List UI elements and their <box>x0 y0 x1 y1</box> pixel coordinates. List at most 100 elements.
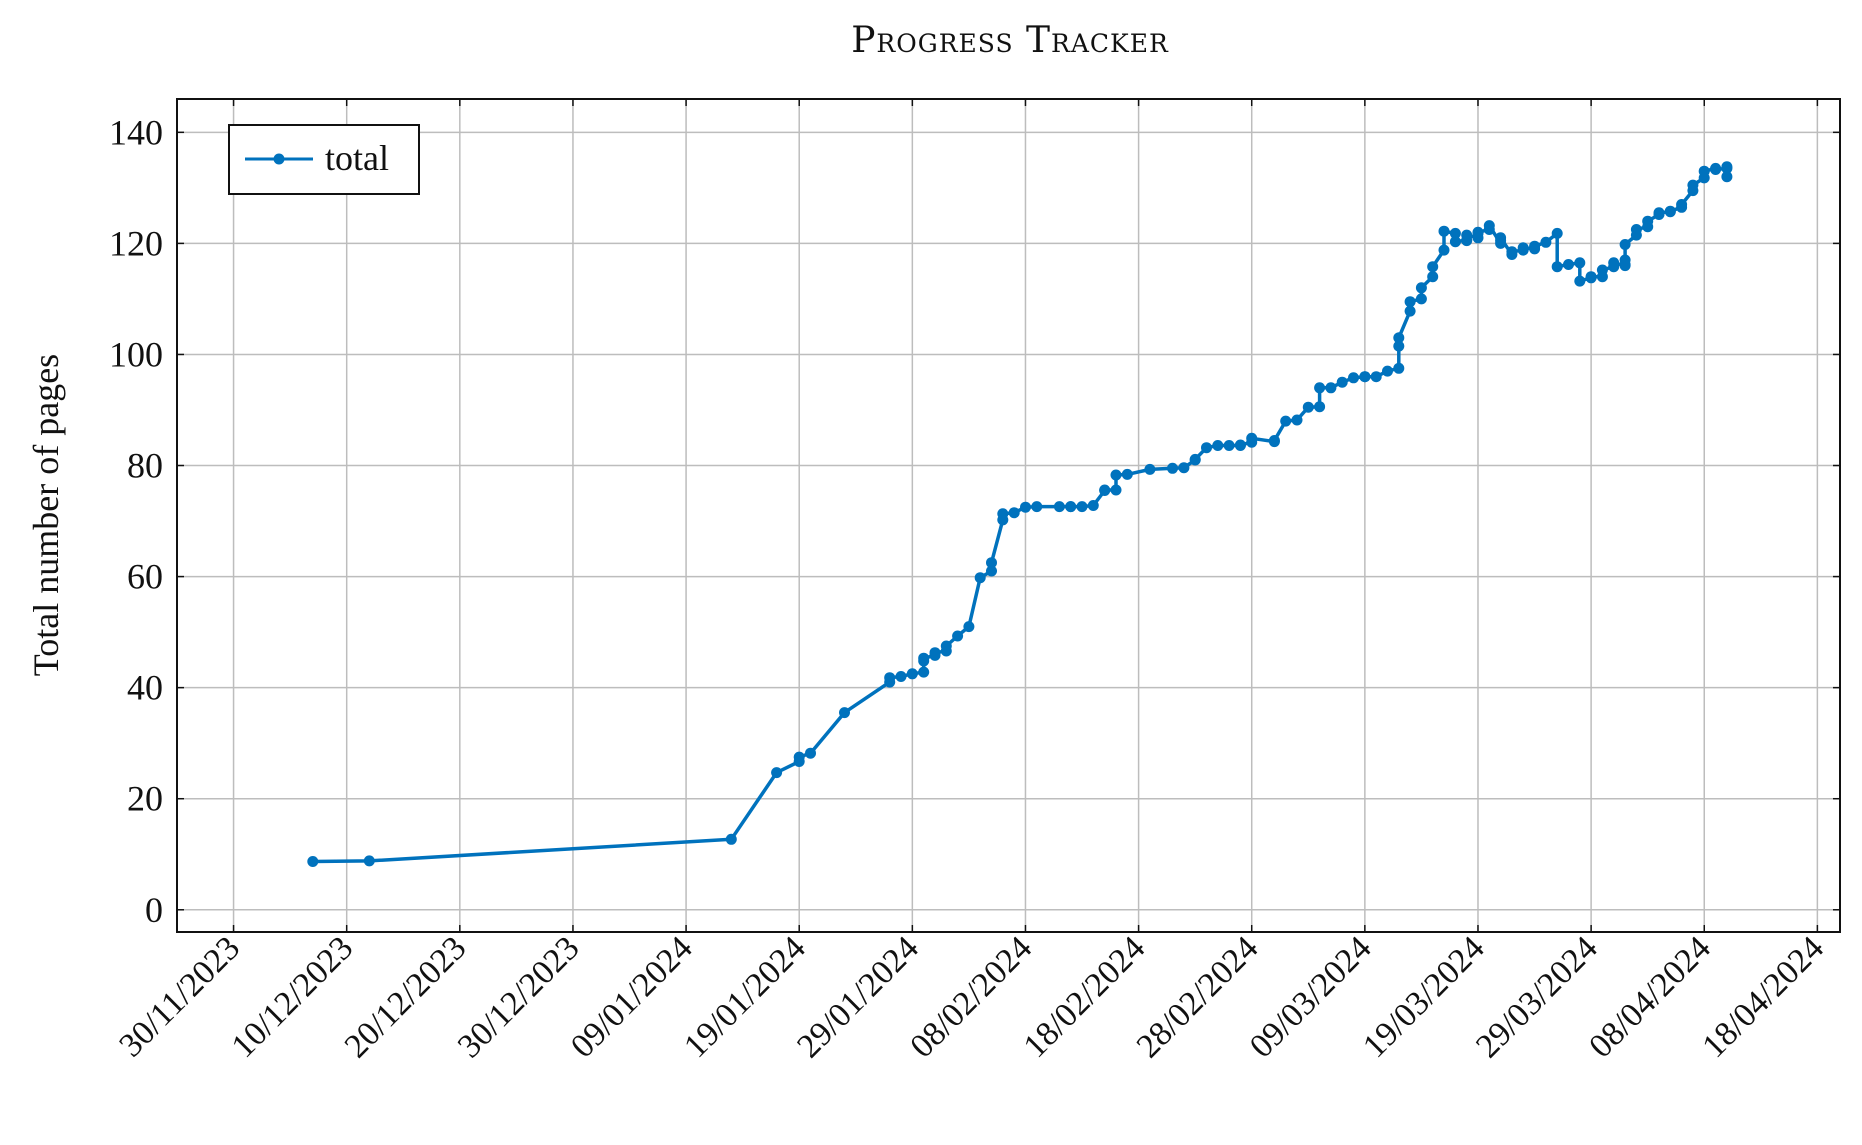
data-point <box>1393 340 1405 352</box>
data-point <box>1393 362 1405 374</box>
x-tick-label: 29/01/2024 <box>790 929 926 1065</box>
series-line-total <box>312 165 1729 864</box>
x-tick-label: 28/02/2024 <box>1130 929 1266 1065</box>
data-point <box>1065 501 1077 513</box>
x-tick-label: 29/03/2024 <box>1469 929 1605 1065</box>
data-point <box>1415 282 1427 294</box>
x-tick-label: 08/04/2024 <box>1582 929 1718 1065</box>
data-point <box>1382 365 1393 377</box>
y-tick-label: 0 <box>145 890 163 930</box>
data-point <box>1099 484 1111 496</box>
y-tick-label: 100 <box>109 334 163 374</box>
data-point <box>307 856 319 867</box>
data-point <box>1280 415 1292 427</box>
data-point <box>1710 164 1722 175</box>
data-point <box>963 621 975 633</box>
data-point <box>1291 414 1303 426</box>
data-point <box>1087 500 1099 511</box>
data-point <box>1053 501 1065 513</box>
label-layer: 30/11/202310/12/202320/12/202330/12/2023… <box>109 112 1831 1065</box>
data-point <box>1167 462 1178 474</box>
data-point <box>1529 240 1541 252</box>
data-point <box>1325 382 1337 394</box>
data-point <box>1495 232 1507 244</box>
x-tick-label: 09/01/2024 <box>564 929 700 1065</box>
data-point <box>1698 165 1710 177</box>
x-tick-label: 19/01/2024 <box>677 929 813 1065</box>
x-tick-label: 08/02/2024 <box>903 929 1039 1065</box>
data-point <box>1506 246 1518 258</box>
data-point <box>805 747 816 759</box>
data-point <box>1653 207 1665 219</box>
data-point <box>1370 371 1382 383</box>
data-point <box>997 508 1009 520</box>
data-point <box>1721 161 1733 173</box>
data-point <box>1427 271 1439 283</box>
chart-title: Progress Tracker <box>851 20 1169 61</box>
series-line-layer <box>312 165 1729 864</box>
data-point <box>1472 226 1484 238</box>
data-point <box>1438 244 1450 256</box>
data-point <box>895 671 907 682</box>
data-point <box>1540 236 1552 248</box>
data-point <box>1348 372 1359 384</box>
x-tick-label: 19/03/2024 <box>1356 929 1492 1065</box>
data-point <box>1619 239 1631 250</box>
data-point <box>1393 332 1405 344</box>
data-point <box>1574 275 1586 287</box>
data-point <box>1676 199 1688 210</box>
data-point <box>839 707 850 719</box>
data-point <box>974 572 986 584</box>
grid-layer <box>177 99 1840 932</box>
data-point <box>1314 382 1326 394</box>
data-point <box>1664 205 1676 217</box>
data-point <box>1359 371 1371 383</box>
data-point <box>771 767 783 779</box>
data-point <box>1642 215 1654 227</box>
data-point <box>906 668 918 680</box>
data-point <box>918 652 930 664</box>
data-point <box>1630 224 1642 235</box>
legend-swatch-marker <box>273 153 285 165</box>
data-point <box>1427 261 1439 273</box>
data-point <box>940 640 952 652</box>
data-point <box>1404 305 1416 317</box>
data-point <box>1608 257 1620 269</box>
data-point <box>725 833 737 845</box>
data-point <box>1020 501 1031 513</box>
data-point <box>1008 507 1020 519</box>
data-point <box>1223 440 1235 451</box>
data-point <box>1415 293 1427 305</box>
data-point <box>1031 501 1043 513</box>
x-tick-label: 10/12/2023 <box>225 929 361 1065</box>
x-tick-label: 18/02/2024 <box>1017 929 1153 1065</box>
data-point <box>1721 171 1733 183</box>
data-point <box>1574 257 1586 269</box>
data-point <box>1201 442 1212 454</box>
data-point <box>1404 296 1416 308</box>
data-point <box>929 647 941 659</box>
legend-label-total: total <box>325 138 389 178</box>
data-point <box>1461 229 1473 241</box>
data-point <box>918 666 930 678</box>
y-tick-label: 60 <box>127 557 163 597</box>
data-point <box>952 630 964 642</box>
plot-frame <box>176 98 1841 933</box>
data-point <box>1336 376 1348 388</box>
data-point <box>1212 440 1224 451</box>
data-point <box>1563 259 1574 270</box>
y-tick-label: 120 <box>109 223 163 263</box>
data-point <box>1585 271 1597 283</box>
data-point <box>1449 236 1461 248</box>
x-tick-label: 18/04/2024 <box>1695 929 1831 1065</box>
data-point <box>1178 462 1190 474</box>
data-point <box>1438 225 1450 237</box>
data-point <box>1144 463 1156 475</box>
data-point <box>1076 501 1088 513</box>
data-point <box>1517 242 1529 254</box>
x-tick-label: 09/03/2024 <box>1243 929 1379 1065</box>
legend: total <box>228 124 420 195</box>
y-tick-label: 80 <box>127 446 163 486</box>
data-point <box>1189 453 1201 465</box>
